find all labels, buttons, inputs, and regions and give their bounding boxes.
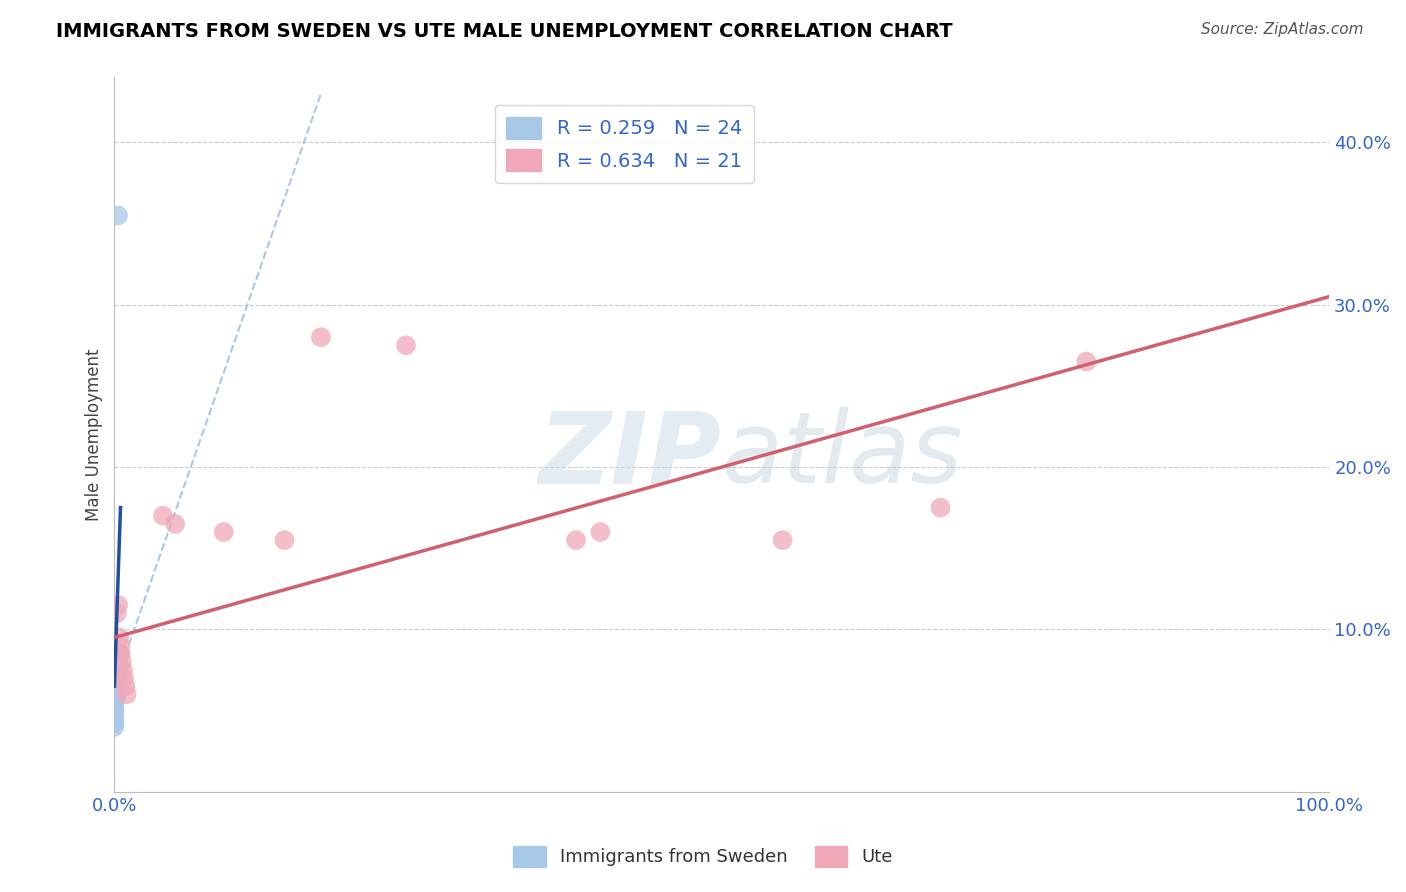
Point xyxy=(152,508,174,523)
Y-axis label: Male Unemployment: Male Unemployment xyxy=(86,348,103,521)
Legend: Immigrants from Sweden, Ute: Immigrants from Sweden, Ute xyxy=(506,838,900,874)
Point xyxy=(107,598,129,612)
Point xyxy=(104,684,127,698)
Point xyxy=(104,674,127,689)
Point xyxy=(273,533,295,547)
Point xyxy=(395,338,418,352)
Text: atlas: atlas xyxy=(721,408,963,505)
Legend: R = 0.259   N = 24, R = 0.634   N = 21: R = 0.259 N = 24, R = 0.634 N = 21 xyxy=(495,105,754,183)
Point xyxy=(103,716,125,731)
Point xyxy=(772,533,794,547)
Point xyxy=(110,639,132,653)
Point xyxy=(105,671,128,685)
Point xyxy=(929,500,952,515)
Text: ZIP: ZIP xyxy=(538,408,721,505)
Point xyxy=(589,524,612,539)
Text: Source: ZipAtlas.com: Source: ZipAtlas.com xyxy=(1201,22,1364,37)
Point xyxy=(107,674,129,689)
Point xyxy=(110,647,132,661)
Point xyxy=(103,706,125,721)
Point xyxy=(108,658,131,673)
Point xyxy=(103,690,125,705)
Point xyxy=(104,690,127,705)
Point xyxy=(309,330,332,344)
Point xyxy=(108,631,131,645)
Point xyxy=(103,720,125,734)
Point xyxy=(110,647,132,661)
Point xyxy=(105,663,128,677)
Point xyxy=(111,663,134,677)
Point xyxy=(104,668,127,682)
Point xyxy=(107,209,129,223)
Point xyxy=(212,524,235,539)
Text: IMMIGRANTS FROM SWEDEN VS UTE MALE UNEMPLOYMENT CORRELATION CHART: IMMIGRANTS FROM SWEDEN VS UTE MALE UNEMP… xyxy=(56,22,953,41)
Point xyxy=(105,679,128,693)
Point xyxy=(103,700,125,714)
Point xyxy=(107,663,129,677)
Point xyxy=(103,687,125,701)
Point xyxy=(105,606,128,620)
Point xyxy=(1076,354,1098,368)
Point xyxy=(103,704,125,718)
Point xyxy=(115,687,138,701)
Point xyxy=(112,671,135,685)
Point xyxy=(114,679,136,693)
Point xyxy=(103,712,125,726)
Point xyxy=(165,516,187,531)
Point xyxy=(105,687,128,701)
Point xyxy=(107,655,129,669)
Point xyxy=(104,679,127,693)
Point xyxy=(565,533,588,547)
Point xyxy=(111,655,134,669)
Point xyxy=(103,695,125,709)
